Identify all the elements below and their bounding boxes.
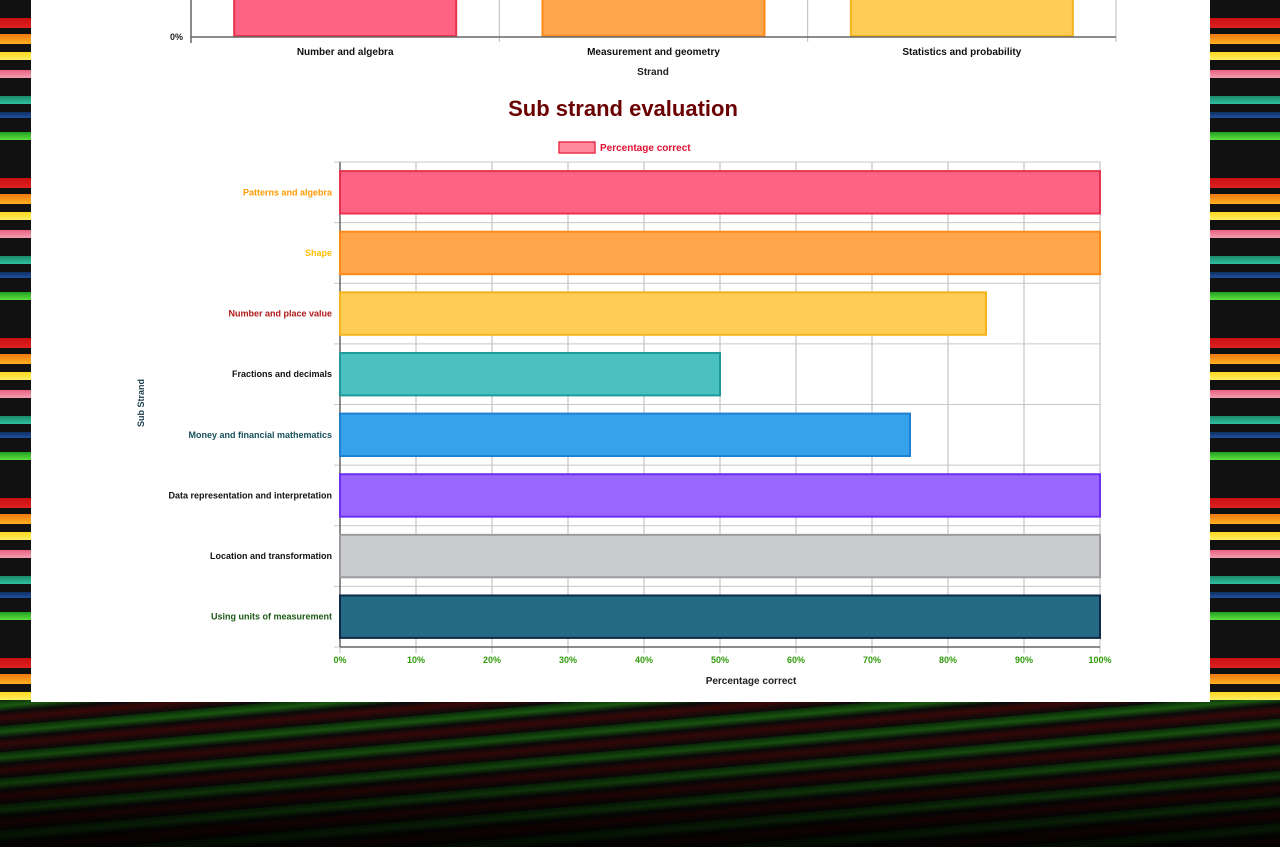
background-bottom-band bbox=[0, 700, 1280, 847]
strand-bar-measurement-and-geometry bbox=[541, 0, 766, 37]
strand-bar-number-and-algebra bbox=[233, 0, 458, 37]
bar-shape bbox=[339, 230, 1101, 276]
chart-page: 0% Number and algebra Measurement and geo… bbox=[31, 0, 1210, 702]
strand-chart: 0% Number and algebra Measurement and geo… bbox=[170, 0, 1117, 78]
chart-title: Sub strand evaluation bbox=[508, 96, 738, 121]
strand-category-label: Number and algebra bbox=[297, 47, 394, 58]
x-tick-label: 100% bbox=[1088, 655, 1111, 665]
strand-category-label: Measurement and geometry bbox=[587, 47, 720, 58]
y-category-label: Fractions and decimals bbox=[232, 369, 332, 379]
strand-y-tick-zero: 0% bbox=[170, 32, 183, 42]
x-axis-label: Percentage correct bbox=[706, 676, 797, 687]
y-category-label: Money and financial mathematics bbox=[188, 430, 332, 440]
x-tick-label: 20% bbox=[483, 655, 501, 665]
x-tick-label: 30% bbox=[559, 655, 577, 665]
bar-number-and-place-value bbox=[339, 291, 987, 336]
bar-using-units-of-measurement bbox=[339, 594, 1101, 639]
bar-location-and-transformation bbox=[339, 533, 1101, 579]
bar-fractions-and-decimals bbox=[339, 351, 721, 397]
bar-patterns-and-algebra bbox=[339, 170, 1101, 215]
bar-money-and-financial-mathematics bbox=[339, 412, 911, 458]
y-category-label: Location and transformation bbox=[210, 551, 332, 561]
y-category-label: Data representation and interpretation bbox=[168, 490, 332, 500]
y-category-label: Using units of measurement bbox=[211, 612, 332, 622]
x-tick-label: 60% bbox=[787, 655, 805, 665]
x-tick-label: 80% bbox=[939, 655, 957, 665]
sub-strand-chart: Sub strand evaluation Percentage correct… bbox=[136, 96, 1112, 687]
legend-label: Percentage correct bbox=[600, 143, 691, 154]
legend-swatch bbox=[558, 141, 596, 154]
x-tick-label: 70% bbox=[863, 655, 881, 665]
x-tick-label: 50% bbox=[711, 655, 729, 665]
x-tick-label: 10% bbox=[407, 655, 425, 665]
strand-x-axis-label: Strand bbox=[637, 67, 669, 78]
x-tick-label: 90% bbox=[1015, 655, 1033, 665]
strand-category-label: Statistics and probability bbox=[902, 47, 1021, 58]
y-category-label: Shape bbox=[305, 248, 332, 258]
y-axis-label: Sub Strand bbox=[136, 379, 146, 427]
y-category-label: Patterns and algebra bbox=[243, 187, 333, 197]
y-category-label: Number and place value bbox=[228, 309, 332, 319]
x-tick-label: 40% bbox=[635, 655, 653, 665]
strand-bar-statistics-and-probability bbox=[849, 0, 1074, 37]
bar-data-representation-and-interpretation bbox=[339, 473, 1101, 518]
x-tick-label: 0% bbox=[333, 655, 346, 665]
